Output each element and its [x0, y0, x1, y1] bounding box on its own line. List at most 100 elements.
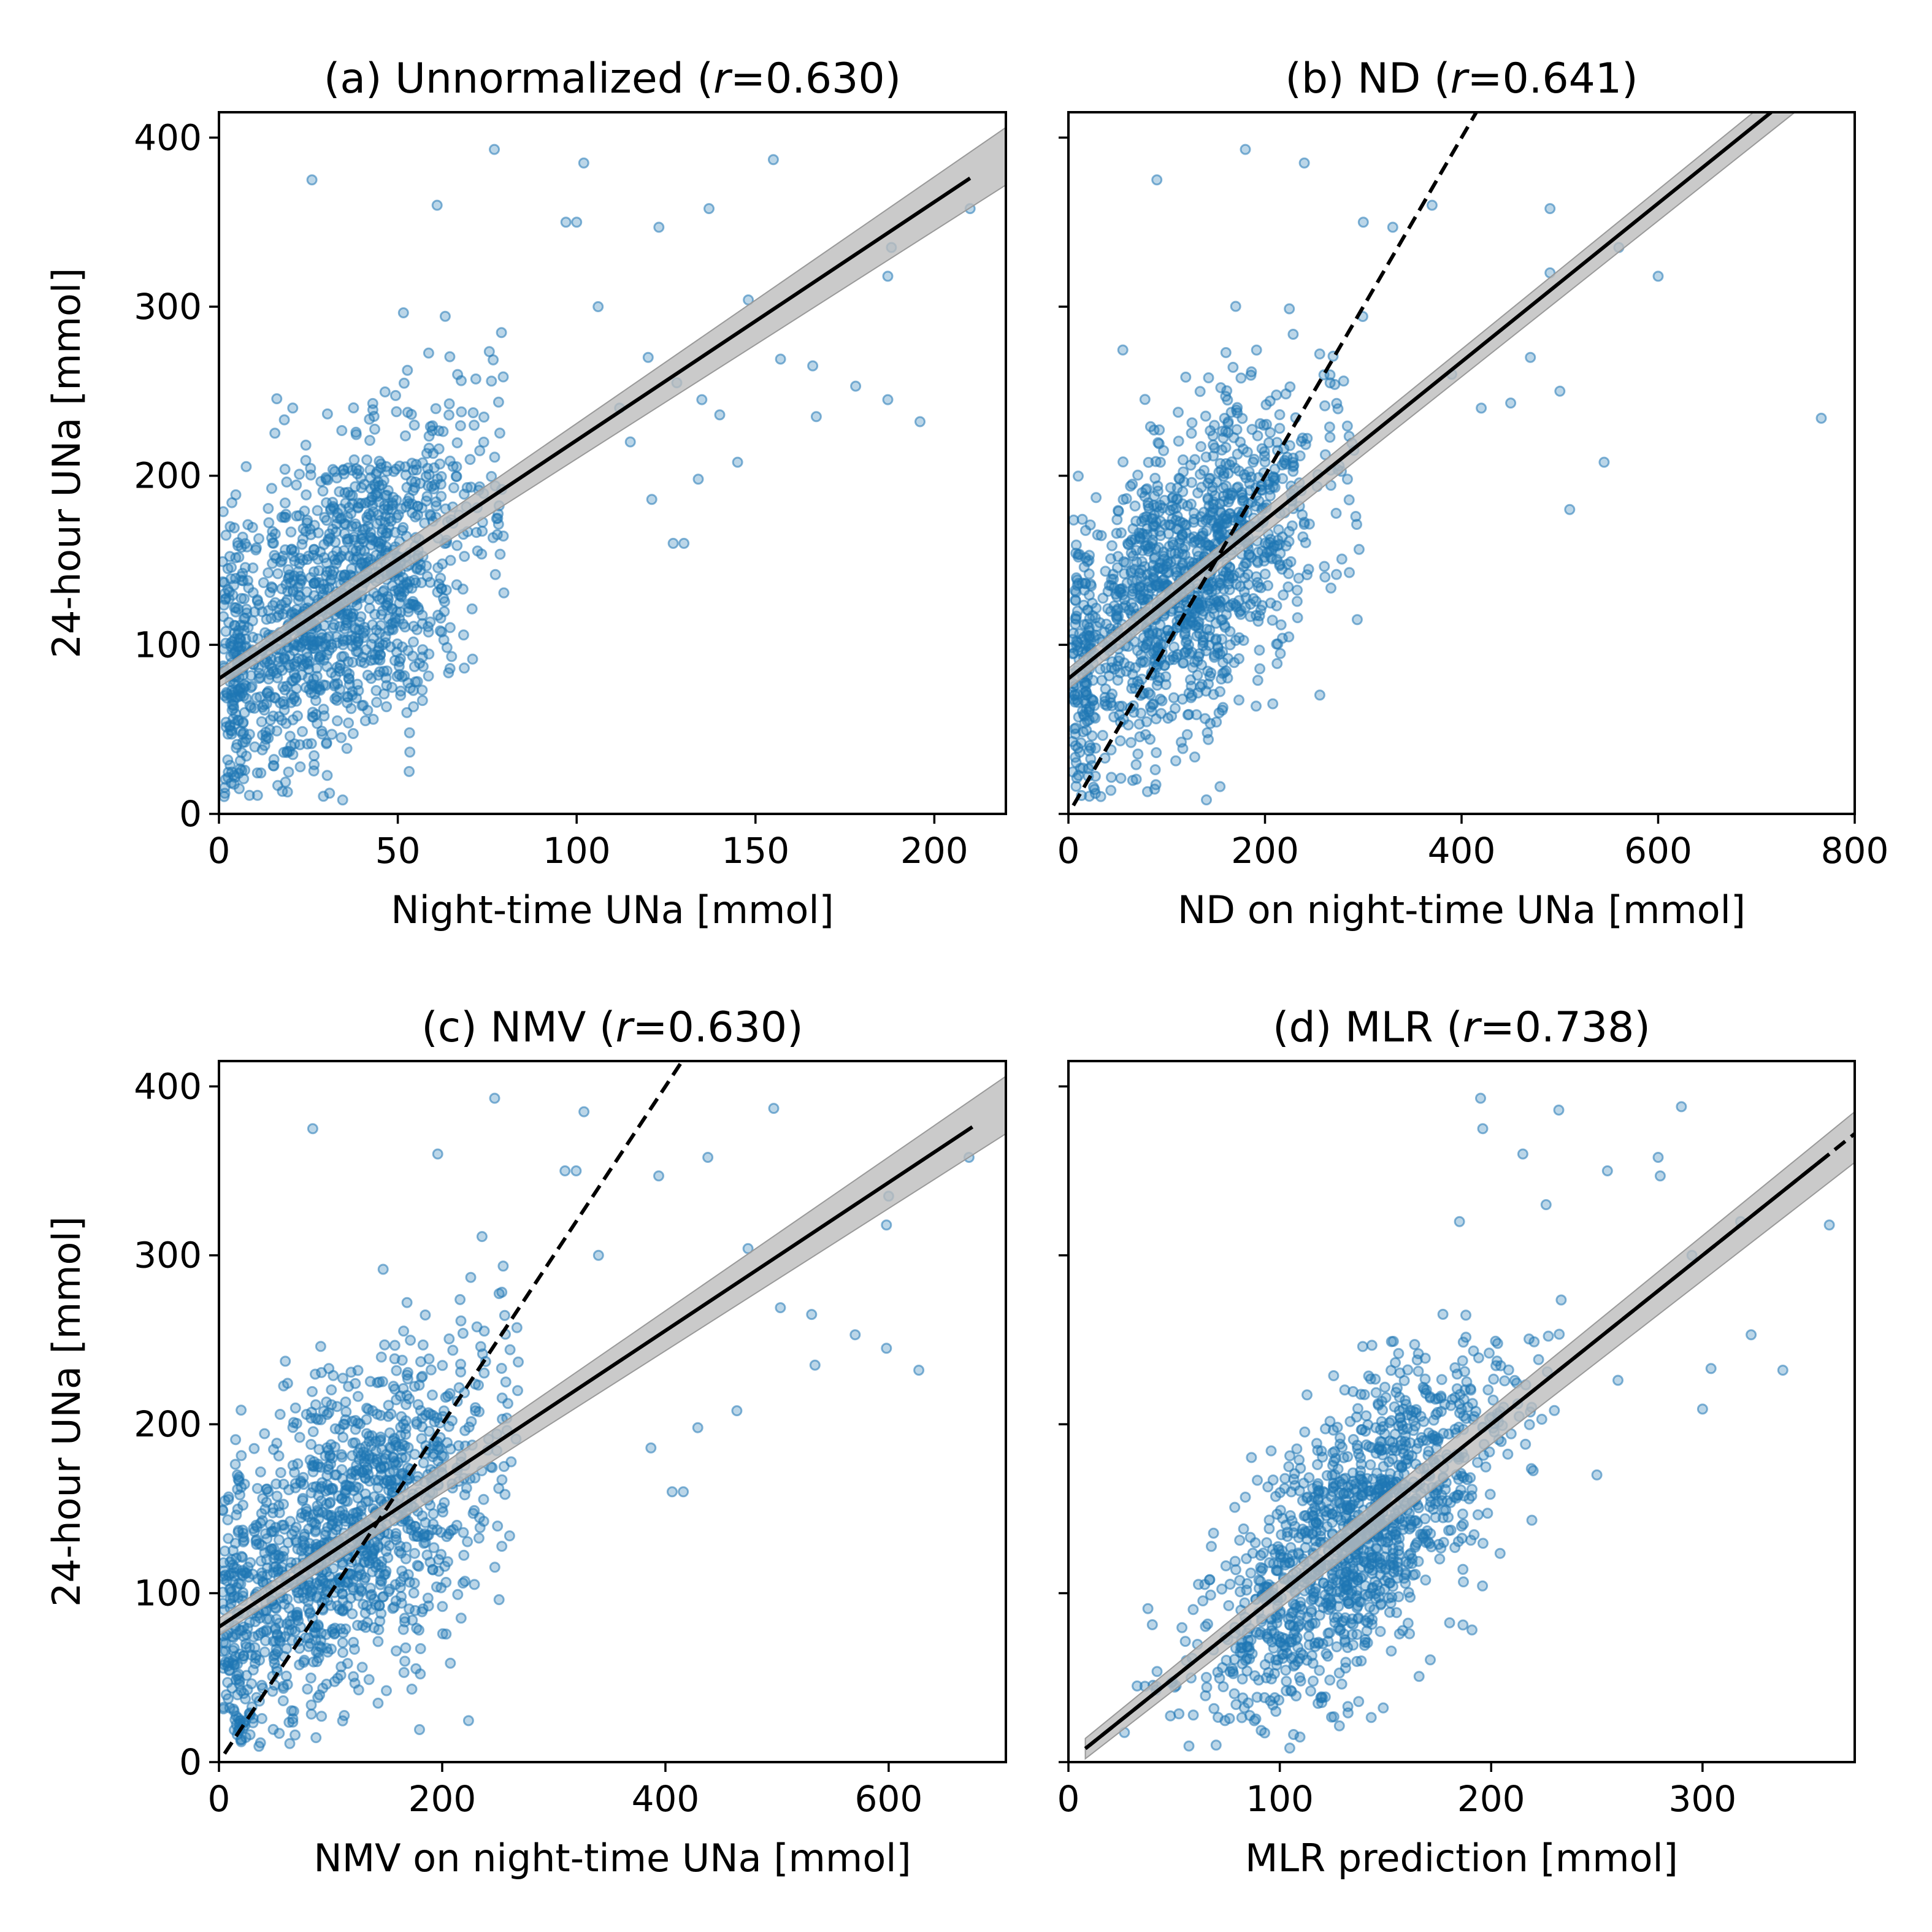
scatter-point: [469, 1579, 480, 1590]
scatter-point: [290, 1522, 302, 1533]
scatter-point: [281, 476, 293, 488]
scatter-point: [489, 1092, 500, 1104]
scatter-point: [220, 529, 232, 541]
scatter-point: [1141, 786, 1153, 797]
chart-title: (b) ND (r=0.641): [1285, 55, 1638, 103]
scatter-point: [1178, 657, 1189, 669]
scatter-point: [234, 783, 245, 794]
scatter-point: [396, 1591, 407, 1602]
scatter-point: [401, 1390, 413, 1401]
scatter-point: [1194, 628, 1205, 640]
scatter-point: [1271, 600, 1282, 611]
scatter-point: [239, 707, 250, 718]
scatter-point: [850, 380, 862, 392]
scatter-point: [402, 1569, 414, 1581]
scatter-point: [455, 1612, 467, 1624]
scatter-point: [1143, 627, 1155, 639]
scatter-point: [1332, 403, 1344, 415]
scatter-point: [294, 591, 306, 602]
scatter-point: [1245, 1567, 1257, 1579]
scatter-point: [421, 570, 433, 582]
scatter-point: [1210, 618, 1222, 629]
scatter-point: [464, 454, 476, 466]
scatter-point: [378, 585, 390, 596]
scatter-point: [1122, 538, 1133, 550]
scatter-point: [334, 665, 345, 677]
scatter-point: [402, 1442, 414, 1454]
scatter-point: [263, 686, 274, 697]
scatter-point: [321, 497, 332, 508]
scatter-point: [435, 1582, 447, 1593]
scatter-point: [342, 656, 354, 667]
scatter-point: [1492, 1338, 1503, 1349]
scatter-point: [256, 1508, 267, 1519]
scatter-point: [305, 1638, 316, 1649]
scatter-point: [1089, 770, 1101, 782]
scatter-point: [1181, 634, 1193, 645]
scatter-point: [307, 1386, 318, 1397]
scatter-point: [345, 1514, 356, 1525]
scatter-point: [1378, 1702, 1389, 1714]
scatter-point: [408, 420, 420, 431]
scatter-point: [496, 1474, 508, 1485]
scatter-point: [496, 1363, 507, 1374]
scatter-point: [419, 1528, 431, 1539]
scatter-point: [226, 728, 237, 740]
scatter-point: [344, 1481, 356, 1493]
scatter-point: [299, 1654, 310, 1666]
scatter-point: [251, 789, 263, 801]
scatter-point: [1186, 680, 1197, 692]
scatter-point: [300, 526, 312, 537]
scatter-point: [1211, 477, 1222, 488]
scatter-point: [1081, 678, 1092, 689]
scatter-point: [1238, 586, 1250, 597]
scatter-point: [1262, 580, 1274, 591]
scatter-point: [423, 1353, 435, 1365]
scatter-point: [361, 454, 373, 466]
scatter-point: [359, 625, 371, 637]
scatter-point: [300, 439, 312, 451]
scatter-point: [1263, 437, 1275, 448]
scatter-point: [1355, 1465, 1367, 1477]
scatter-point: [229, 1650, 241, 1662]
scatter-point: [243, 582, 255, 594]
scatter-point: [235, 1578, 247, 1590]
scatter-point: [473, 1406, 485, 1417]
scatter-point: [406, 458, 418, 469]
scatter-point: [398, 1325, 410, 1337]
scatter-point: [361, 512, 373, 523]
scatter-point: [1215, 382, 1227, 394]
scatter-point: [340, 1396, 351, 1408]
scatter-point: [489, 451, 500, 463]
scatter-point: [454, 420, 466, 432]
scatter-point: [1070, 781, 1082, 792]
scatter-point: [732, 456, 743, 468]
scatter-point: [478, 1325, 490, 1337]
scatter-point: [318, 583, 329, 595]
scatter-point: [1134, 592, 1146, 604]
scatter-point: [767, 154, 779, 166]
scatter-point: [354, 616, 366, 628]
scatter-point: [351, 678, 363, 690]
scatter-point: [220, 721, 232, 733]
scatter-point: [283, 1625, 295, 1636]
scatter-point: [439, 596, 450, 607]
identity-line: [223, 1061, 684, 1755]
scatter-point: [321, 570, 332, 581]
scatter-point: [407, 1614, 418, 1626]
scatter-point: [1129, 564, 1140, 575]
scatter-point: [239, 562, 251, 573]
scatter-point: [363, 1674, 375, 1685]
scatter-point: [1130, 773, 1142, 785]
scatter-point: [1293, 572, 1305, 584]
scatter-point: [227, 589, 239, 601]
scatter-point: [326, 1384, 337, 1396]
scatter-point: [1387, 1336, 1399, 1347]
scatter-point: [321, 558, 332, 569]
y-tick-label: 0: [179, 793, 202, 835]
scatter-point: [318, 791, 329, 802]
x-tick-label: 600: [855, 1778, 923, 1820]
scatter-point: [1238, 469, 1250, 480]
scatter-point: [352, 1390, 364, 1402]
